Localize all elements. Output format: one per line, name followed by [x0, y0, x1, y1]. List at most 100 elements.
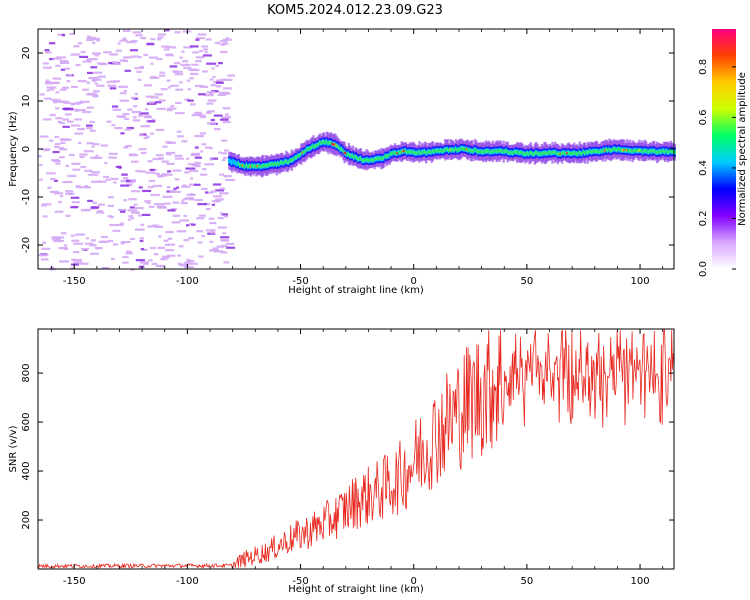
noise-blob	[204, 50, 208, 54]
noise-blob	[146, 102, 157, 105]
x-tick-label: -100	[176, 576, 199, 587]
noise-blob	[163, 202, 171, 205]
noise-blob	[115, 49, 122, 52]
noise-blob	[210, 190, 218, 193]
noise-blob	[220, 244, 228, 248]
y-tick-label: -10	[21, 189, 32, 205]
noise-blob	[214, 41, 221, 45]
noise-blob	[86, 58, 91, 61]
ridge-core	[673, 150, 676, 154]
noise-blob	[126, 181, 134, 184]
noise-blob	[146, 201, 151, 205]
noise-blob	[121, 173, 128, 176]
ridge-core	[406, 150, 409, 155]
noise-blob	[165, 53, 173, 56]
noise-blob	[82, 60, 92, 63]
x-tick-label: -50	[292, 276, 308, 287]
noise-blob	[108, 196, 114, 199]
ridge-core	[277, 161, 280, 165]
noise-blob	[138, 186, 143, 189]
noise-blob	[184, 171, 190, 174]
noise-blob	[63, 247, 69, 250]
noise-blob	[98, 180, 107, 183]
noise-blob	[143, 53, 148, 57]
noise-blob	[91, 41, 96, 44]
noise-blob	[155, 264, 166, 268]
noise-blob	[217, 216, 224, 220]
noise-blob	[223, 175, 233, 178]
ridge-core	[568, 152, 572, 156]
noise-blob	[89, 120, 95, 123]
ridge-core	[503, 150, 507, 154]
ridge-core	[511, 151, 515, 155]
noise-blob	[215, 198, 225, 201]
noise-blob	[177, 254, 181, 257]
noise-blob	[74, 118, 83, 121]
ridge-core	[430, 150, 433, 154]
noise-blob	[53, 239, 62, 243]
noise-blob	[111, 105, 119, 108]
ridge-core	[507, 150, 511, 155]
noise-blob	[71, 162, 81, 165]
ridge-core	[634, 148, 637, 153]
noise-blob	[219, 40, 228, 43]
noise-blob	[90, 252, 100, 255]
noise-blob	[189, 103, 196, 106]
noise-blob	[59, 260, 69, 263]
noise-blob	[220, 251, 228, 254]
noise-blob	[59, 121, 65, 124]
noise-blob	[206, 110, 215, 113]
ridge-core	[237, 161, 241, 165]
noise-blob	[137, 78, 142, 81]
ridge-core	[607, 148, 610, 153]
noise-blob	[71, 258, 77, 261]
noise-blob	[218, 151, 223, 154]
noise-blob	[202, 70, 208, 73]
ridge-core	[410, 150, 413, 154]
ridge-core	[579, 151, 583, 156]
noise-blob	[96, 211, 100, 214]
noise-blob	[55, 117, 63, 120]
ridge-core	[367, 158, 371, 163]
noise-blob	[130, 217, 135, 220]
noise-blob	[139, 237, 144, 240]
y-tick-label: -20	[21, 237, 32, 253]
noise-blob	[171, 208, 177, 211]
y-tick-label: 400	[21, 461, 32, 480]
noise-blob	[122, 177, 129, 180]
noise-blob	[186, 157, 190, 160]
noise-blob	[80, 262, 89, 265]
noise-blob	[120, 132, 125, 135]
noise-blob	[73, 258, 82, 262]
noise-blob	[167, 107, 177, 110]
noise-blob	[200, 173, 208, 176]
noise-blob	[80, 165, 87, 169]
noise-blob	[80, 50, 86, 54]
ridge-core	[259, 165, 262, 169]
ridge-core	[271, 162, 274, 166]
noise-blob	[44, 97, 52, 100]
noise-blob	[84, 242, 94, 245]
noise-blob	[90, 156, 98, 159]
noise-blob	[174, 73, 184, 76]
ridge-core	[567, 151, 571, 155]
noise-blob	[183, 265, 194, 269]
ridge-core	[505, 148, 508, 153]
noise-blob	[140, 223, 145, 226]
ridge-core	[453, 148, 456, 152]
noise-blob	[56, 56, 67, 59]
noise-blob	[152, 157, 162, 161]
ridge-core	[363, 158, 367, 163]
noise-blob	[180, 202, 188, 205]
noise-blob	[154, 93, 164, 96]
noise-blob	[181, 60, 189, 63]
noise-blob	[197, 114, 206, 117]
ridge-core	[612, 147, 615, 151]
noise-blob	[183, 239, 189, 242]
noise-blob	[226, 246, 236, 249]
ridge-core	[369, 158, 372, 163]
ridge-core	[597, 150, 600, 154]
ridge-core	[361, 158, 364, 162]
